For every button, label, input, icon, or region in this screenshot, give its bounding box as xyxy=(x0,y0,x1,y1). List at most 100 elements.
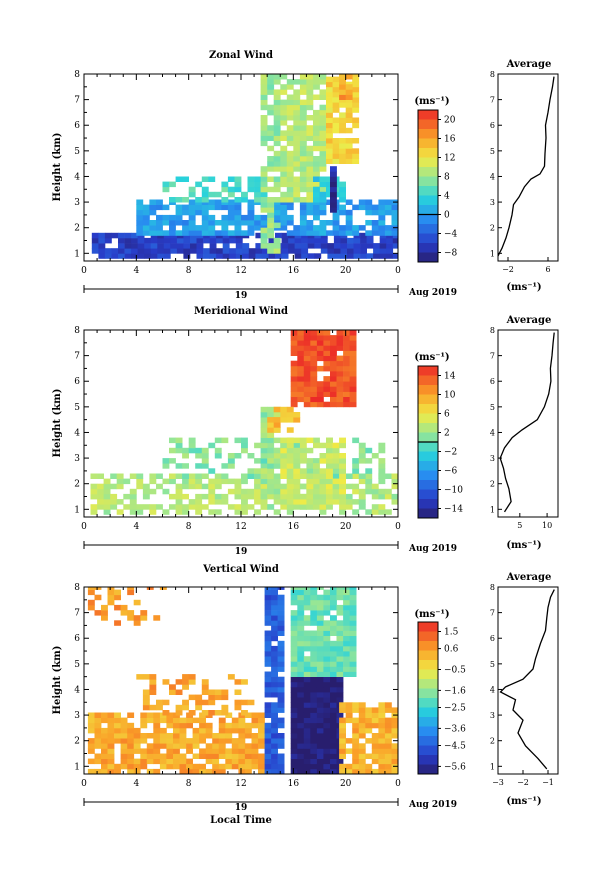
heatmap-cell xyxy=(182,504,189,510)
heatmap-cell xyxy=(323,722,331,729)
heatmap-cell xyxy=(208,493,216,500)
heatmap-cell xyxy=(267,176,275,182)
x-tick-label: 0 xyxy=(395,522,401,532)
heatmap-cell xyxy=(297,371,305,377)
avg-x-tick-label: −3 xyxy=(492,778,504,787)
heatmap-cell xyxy=(339,127,346,134)
heatmap-cell xyxy=(352,707,360,713)
heatmap-cell xyxy=(241,197,248,203)
heatmap-cell xyxy=(273,79,281,85)
heatmap-cell xyxy=(352,76,360,83)
average-profile-line xyxy=(499,332,555,513)
heatmap-cell xyxy=(349,661,357,667)
heatmap-cell xyxy=(277,661,285,667)
heatmap-cell xyxy=(238,748,246,754)
heatmap-cell xyxy=(371,225,379,231)
heatmap-cell xyxy=(345,493,353,500)
heatmap-cell xyxy=(323,401,331,408)
heatmap-cell xyxy=(352,499,360,505)
heatmap-cell xyxy=(247,230,255,236)
heatmap-cell xyxy=(238,753,246,759)
heatmap-cell xyxy=(142,689,150,695)
heatmap-cell xyxy=(205,748,213,754)
heatmap-cell xyxy=(358,473,366,479)
heatmap-cell xyxy=(277,656,285,662)
heatmap-cell xyxy=(286,191,294,198)
heatmap-cell xyxy=(271,589,278,596)
heatmap-cell xyxy=(391,733,398,739)
heatmap-cell xyxy=(313,504,320,510)
avg-x-tick-label: −2 xyxy=(502,265,514,274)
heatmap-cell xyxy=(310,681,318,688)
colorbar-tick-label: 12 xyxy=(444,154,455,164)
x-tick-label: 20 xyxy=(340,266,352,276)
heatmap-cell xyxy=(208,230,216,236)
heatmap-cell xyxy=(273,478,281,485)
heatmap-cell xyxy=(286,79,294,85)
x-tick-label: 12 xyxy=(235,266,246,276)
heatmap-cell xyxy=(378,738,386,744)
heatmap-cell xyxy=(205,722,213,729)
heatmap-cell xyxy=(142,204,150,211)
heatmap-cell xyxy=(326,122,333,129)
heatmap-cell xyxy=(358,722,366,729)
heatmap-cell xyxy=(330,671,337,677)
heatmap-cell xyxy=(264,748,272,754)
heatmap-cell xyxy=(142,483,150,490)
heatmap-cell xyxy=(127,758,135,765)
heatmap-cell xyxy=(234,197,242,203)
heatmap-cell xyxy=(343,376,350,382)
heatmap-cell xyxy=(137,248,145,254)
heatmap-cell xyxy=(273,120,281,126)
heatmap-cell xyxy=(94,733,102,739)
colorbar-tick-label: −4 xyxy=(444,230,458,240)
heatmap-cell xyxy=(316,381,324,387)
heatmap-cell xyxy=(332,488,340,495)
heatmap-cell xyxy=(358,717,366,724)
heatmap-cell xyxy=(273,125,281,131)
heatmap-cell xyxy=(179,758,187,765)
heatmap-cell xyxy=(339,733,346,739)
heatmap-cell xyxy=(352,122,360,129)
heatmap-cell xyxy=(267,207,275,213)
x-tick-label: 8 xyxy=(186,522,192,532)
heatmap-cell xyxy=(349,587,357,590)
heatmap-cell xyxy=(336,330,344,336)
heatmap-cell xyxy=(205,758,213,765)
heatmap-cell xyxy=(271,604,278,611)
heatmap-cell xyxy=(142,220,150,226)
heatmap-cell xyxy=(101,743,108,749)
heatmap-cell xyxy=(188,191,196,198)
heatmap-cell xyxy=(339,102,346,108)
heatmap-cell xyxy=(330,733,337,739)
heatmap-cell xyxy=(326,176,333,182)
heatmap-cell xyxy=(142,493,150,500)
heatmap-cell xyxy=(176,243,184,249)
heatmap-cell xyxy=(297,748,305,754)
heatmap-cell xyxy=(267,458,275,464)
colorbar-segment xyxy=(418,461,438,471)
heatmap-cell xyxy=(156,214,163,221)
heatmap-cell xyxy=(316,738,324,744)
heatmap-cell xyxy=(254,483,261,490)
heatmap-cell xyxy=(247,204,255,211)
heatmap-cell xyxy=(271,610,278,616)
heatmap-cell xyxy=(316,340,324,346)
heatmap-cell xyxy=(221,704,229,711)
heatmap-cell xyxy=(316,396,324,403)
heatmap-cell xyxy=(188,710,196,716)
heatmap-cell xyxy=(136,204,144,211)
avg-y-tick-label: 1 xyxy=(490,762,495,771)
heatmap-cell xyxy=(316,661,324,667)
heatmap-cell xyxy=(166,753,174,759)
heatmap-cell xyxy=(323,360,331,367)
heatmap-cell xyxy=(214,493,222,500)
heatmap-cell xyxy=(258,768,265,774)
heatmap-cell xyxy=(286,135,294,141)
heatmap-cell xyxy=(326,76,333,83)
heatmap-cell xyxy=(297,630,305,636)
heatmap-cell xyxy=(241,191,248,198)
heatmap-cell xyxy=(118,232,125,239)
heatmap-cell xyxy=(286,171,294,177)
heatmap-cell xyxy=(297,396,305,403)
